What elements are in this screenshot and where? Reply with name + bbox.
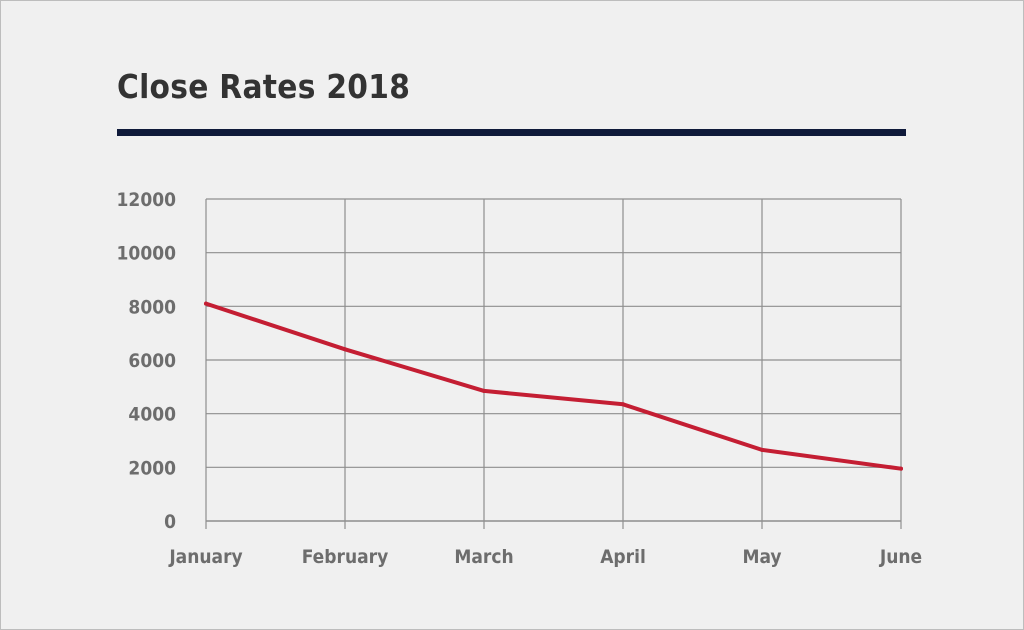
grid bbox=[205, 198, 902, 521]
y-tick-label: 4000 bbox=[128, 404, 176, 426]
y-tick-label: 12000 bbox=[117, 189, 177, 211]
y-tick-label: 6000 bbox=[128, 350, 176, 372]
data-point bbox=[343, 347, 347, 352]
data-point bbox=[760, 447, 764, 452]
y-tick-label: 0 bbox=[164, 511, 176, 533]
x-tick-label: March bbox=[454, 546, 513, 568]
x-tick-label: June bbox=[879, 546, 922, 568]
tick-labels: 0 2000 4000 6000 8000 10000 12000 January Februa… bbox=[117, 189, 923, 568]
x-tick-label: April bbox=[600, 546, 646, 568]
chart-title: Close Rates 2018 bbox=[117, 67, 411, 106]
data-point bbox=[899, 466, 903, 471]
data-point bbox=[204, 301, 208, 306]
x-tick-label: February bbox=[302, 546, 388, 568]
data-point bbox=[621, 402, 625, 407]
series-line bbox=[204, 301, 903, 471]
y-tick-label: 8000 bbox=[128, 296, 176, 318]
title-underline bbox=[117, 129, 906, 136]
x-tick-label: January bbox=[168, 546, 242, 568]
y-tick-label: 10000 bbox=[117, 243, 177, 265]
y-tick-label: 2000 bbox=[128, 457, 176, 479]
data-point bbox=[482, 388, 486, 393]
x-tick-label: May bbox=[742, 546, 781, 568]
axes bbox=[205, 520, 902, 529]
series-layer bbox=[204, 301, 903, 471]
